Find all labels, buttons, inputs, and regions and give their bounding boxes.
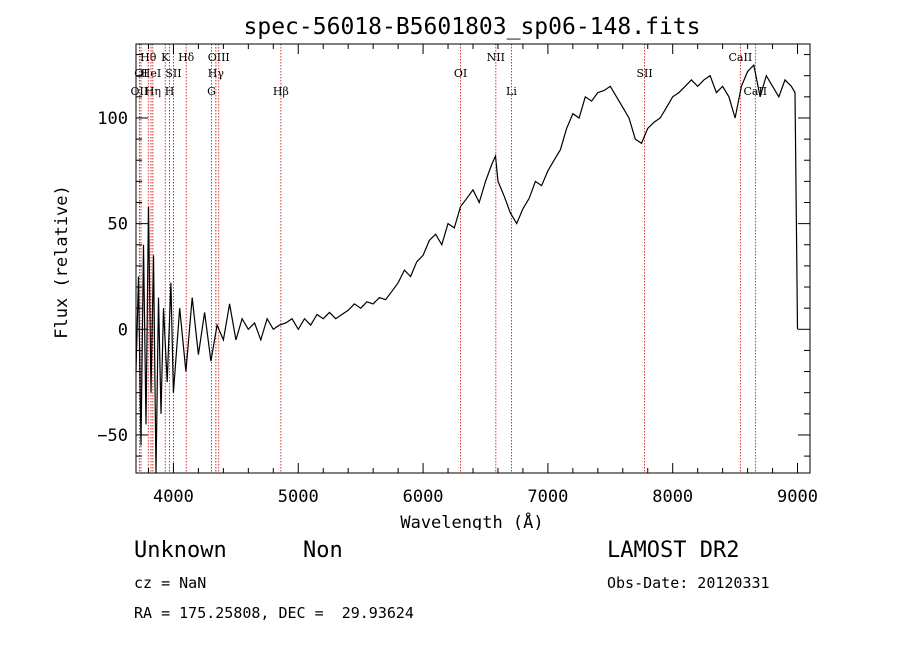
y-axis-label: Flux (relative)	[52, 185, 72, 339]
coordinates: RA = 175.25808, DEC = 29.93624	[134, 604, 414, 622]
marker-label-7: H	[165, 85, 175, 98]
marker-label-9: OIII	[208, 51, 230, 64]
spectrum-chart: spec-56018-B5601803_sp06-148.fits Hθ OII O…	[52, 14, 818, 530]
marker-label-2: OI	[134, 67, 147, 80]
marker-label-8: Hδ	[178, 51, 195, 64]
axis-ticks: 4000 5000 6000 7000 8000 9000 −50 0 50 100	[97, 44, 818, 507]
object-subclass: Non	[303, 538, 343, 563]
marker-label-12: Hβ	[273, 85, 289, 98]
marker-label-6: SII	[165, 67, 181, 80]
y-tick-label--50: −50	[97, 426, 128, 446]
marker-label-5: K	[161, 51, 170, 64]
x-tick-label-6000: 6000	[403, 487, 444, 507]
redshift-cz: cz = NaN	[134, 574, 207, 592]
x-tick-label-9000: 9000	[777, 487, 818, 507]
spectrum-line	[135, 63, 799, 474]
x-tick-label-7000: 7000	[527, 487, 568, 507]
marker-label-3: HeI	[141, 67, 161, 80]
x-tick-label-8000: 8000	[652, 487, 693, 507]
survey-name: LAMOST DR2	[607, 538, 740, 563]
marker-label-13: OI	[454, 67, 467, 80]
marker-label-1: OII	[131, 85, 149, 98]
x-tick-label-5000: 5000	[278, 487, 319, 507]
marker-label-4: Hη	[145, 85, 161, 98]
x-tick-label-4000: 4000	[153, 487, 194, 507]
y-tick-label-0: 0	[118, 320, 128, 340]
plot-frame	[135, 43, 811, 474]
marker-label-16: SII	[637, 67, 653, 80]
x-axis-label: Wavelength (Å)	[400, 511, 543, 530]
marker-label-17: CaII	[729, 51, 753, 64]
object-class: Unknown	[134, 538, 227, 563]
marker-label-0: Hθ	[140, 51, 157, 64]
marker-label-10: Hγ	[208, 67, 225, 80]
observation-date: Obs-Date: 20120331	[607, 574, 770, 592]
marker-label-15: Li	[506, 85, 517, 98]
y-tick-label-100: 100	[97, 109, 128, 129]
y-tick-label-50: 50	[108, 215, 128, 235]
marker-label-14: NII	[487, 51, 505, 64]
marker-label-11: G	[207, 85, 216, 98]
chart-title: spec-56018-B5601803_sp06-148.fits	[244, 14, 701, 40]
